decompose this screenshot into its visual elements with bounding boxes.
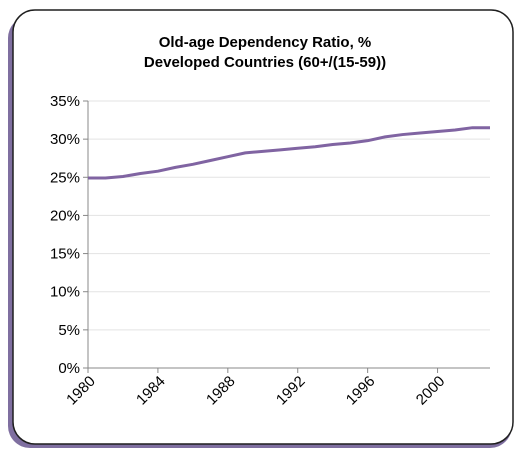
y-tick-label: 0% xyxy=(58,360,80,377)
y-tick-label: 20% xyxy=(50,207,80,224)
data-line xyxy=(88,126,490,180)
y-tick-label: 25% xyxy=(50,169,80,186)
chart-title: Old-age Dependency Ratio, % xyxy=(159,34,372,51)
y-tick-label: 15% xyxy=(50,246,80,263)
chart-subtitle: Developed Countries (60+/(15-59)) xyxy=(144,54,386,71)
y-tick-label: 5% xyxy=(58,322,80,339)
y-tick-label: 30% xyxy=(50,131,80,148)
frame xyxy=(12,9,514,445)
y-tick-label: 10% xyxy=(50,284,80,301)
y-tick-label: 35% xyxy=(50,93,80,110)
